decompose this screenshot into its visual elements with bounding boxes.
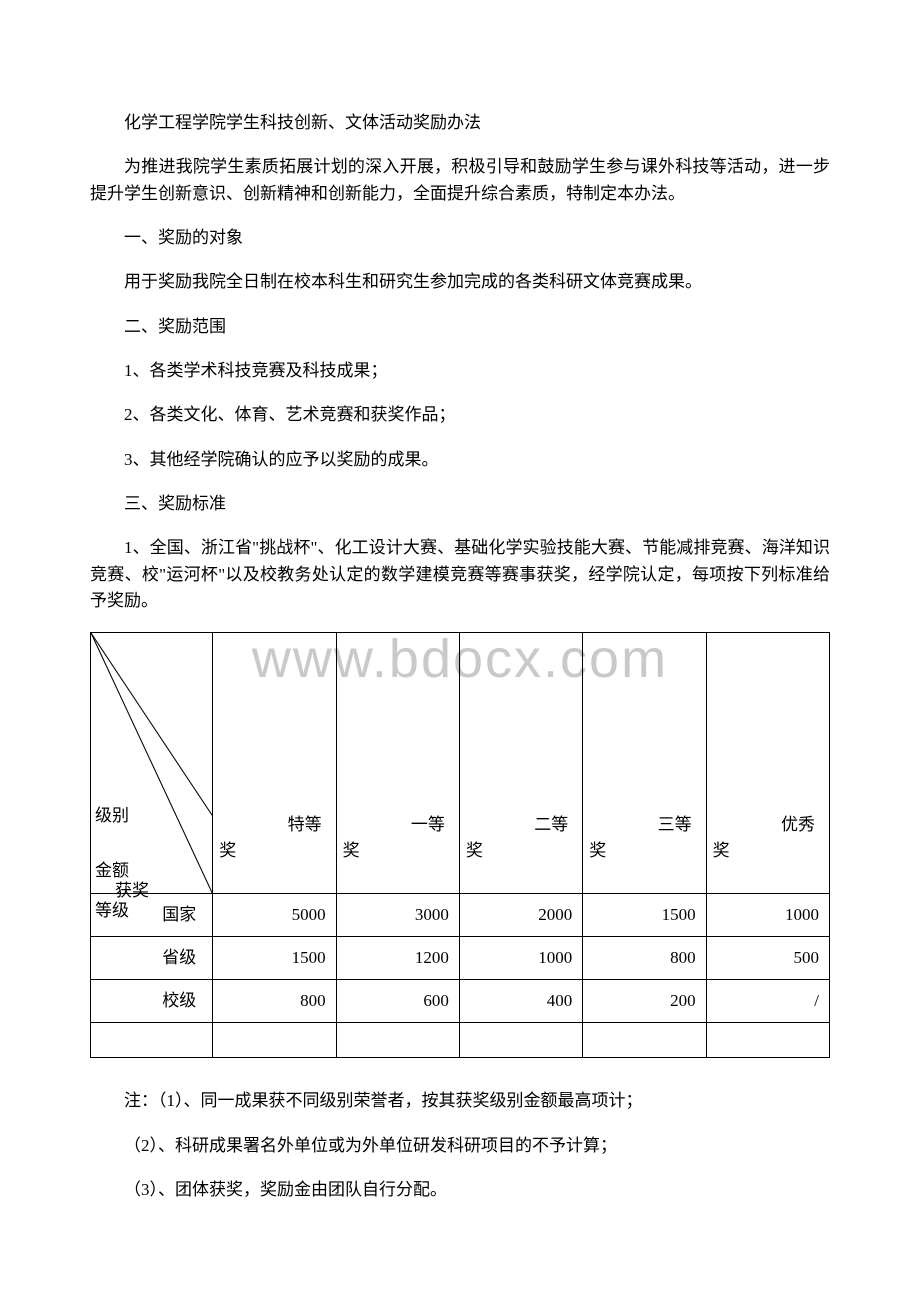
col-header-3: 三等 奖 <box>583 633 706 894</box>
cell: 1500 <box>583 894 706 937</box>
cell: 5000 <box>213 894 336 937</box>
note-1: 注：（1）、同一成果获不同级别荣誉者，按其获奖级别金额最高项计； <box>90 1088 830 1114</box>
col-header-2-line2: 奖 <box>460 838 574 864</box>
table-header-row: 级别 金额 获奖 等级 特等 奖 一等 奖 二等 奖 <box>91 633 830 894</box>
cell: 500 <box>706 937 829 980</box>
cell: 1000 <box>459 937 582 980</box>
section-2-item-2: 2、各类文化、体育、艺术竞赛和获奖作品； <box>90 402 830 428</box>
section-1-body: 用于奖励我院全日制在校本科生和研究生参加完成的各类科研文体竞赛成果。 <box>90 269 830 295</box>
col-header-2-line1: 二等 <box>460 812 574 838</box>
col-header-0-line1: 特等 <box>213 812 327 838</box>
cell: 800 <box>583 937 706 980</box>
col-header-1-line1: 一等 <box>337 812 451 838</box>
row-2-label: 校级 <box>91 980 213 1023</box>
col-header-3-line1: 三等 <box>583 812 697 838</box>
table-corner-cell: 级别 金额 获奖 等级 <box>91 633 213 894</box>
cell: 3000 <box>336 894 459 937</box>
col-header-2: 二等 奖 <box>459 633 582 894</box>
col-header-4: 优秀 奖 <box>706 633 829 894</box>
cell: / <box>706 980 829 1023</box>
cell: 200 <box>583 980 706 1023</box>
award-table: 级别 金额 获奖 等级 特等 奖 一等 奖 二等 奖 <box>90 632 830 1058</box>
cell: 1200 <box>336 937 459 980</box>
col-header-0: 特等 奖 <box>213 633 336 894</box>
cell: 1000 <box>706 894 829 937</box>
col-header-0-line2: 奖 <box>213 838 327 864</box>
cell: 600 <box>336 980 459 1023</box>
cell: 400 <box>459 980 582 1023</box>
table-row: 国家 5000 3000 2000 1500 1000 <box>91 894 830 937</box>
section-2-item-1: 1、各类学术科技竞赛及科技成果； <box>90 358 830 384</box>
corner-label-grade: 等级 <box>95 898 129 924</box>
section-3-title: 三、奖励标准 <box>90 491 830 517</box>
col-header-1-line2: 奖 <box>337 838 451 864</box>
cell: 800 <box>213 980 336 1023</box>
diagonal-lines-icon <box>91 633 212 893</box>
section-3-body: 1、全国、浙江省"挑战杯"、化工设计大赛、基础化学实验技能大赛、节能减排竞赛、海… <box>90 535 830 614</box>
corner-label-level: 级别 <box>95 803 129 829</box>
col-header-3-line2: 奖 <box>583 838 697 864</box>
table-row: 校级 800 600 400 200 / <box>91 980 830 1023</box>
note-2: （2）、科研成果署名外单位或为外单位研发科研项目的不予计算； <box>90 1133 830 1159</box>
cell: 1500 <box>213 937 336 980</box>
section-2-item-3: 3、其他经学院确认的应予以奖励的成果。 <box>90 447 830 473</box>
cell: 2000 <box>459 894 582 937</box>
section-1-title: 一、奖励的对象 <box>90 225 830 251</box>
document-title: 化学工程学院学生科技创新、文体活动奖励办法 <box>90 110 830 136</box>
row-1-label: 省级 <box>91 937 213 980</box>
document-page: 化学工程学院学生科技创新、文体活动奖励办法 为推进我院学生素质拓展计划的深入开展… <box>0 0 920 1282</box>
col-header-4-line1: 优秀 <box>707 812 821 838</box>
table-row: 省级 1500 1200 1000 800 500 <box>91 937 830 980</box>
col-header-4-line2: 奖 <box>707 838 821 864</box>
section-2-title: 二、奖励范围 <box>90 314 830 340</box>
note-3: （3）、团体获奖，奖励金由团队自行分配。 <box>90 1177 830 1203</box>
col-header-1: 一等 奖 <box>336 633 459 894</box>
intro-paragraph: 为推进我院学生素质拓展计划的深入开展，积极引导和鼓励学生参与课外科技等活动，进一… <box>90 154 830 207</box>
table-empty-row <box>91 1023 830 1058</box>
